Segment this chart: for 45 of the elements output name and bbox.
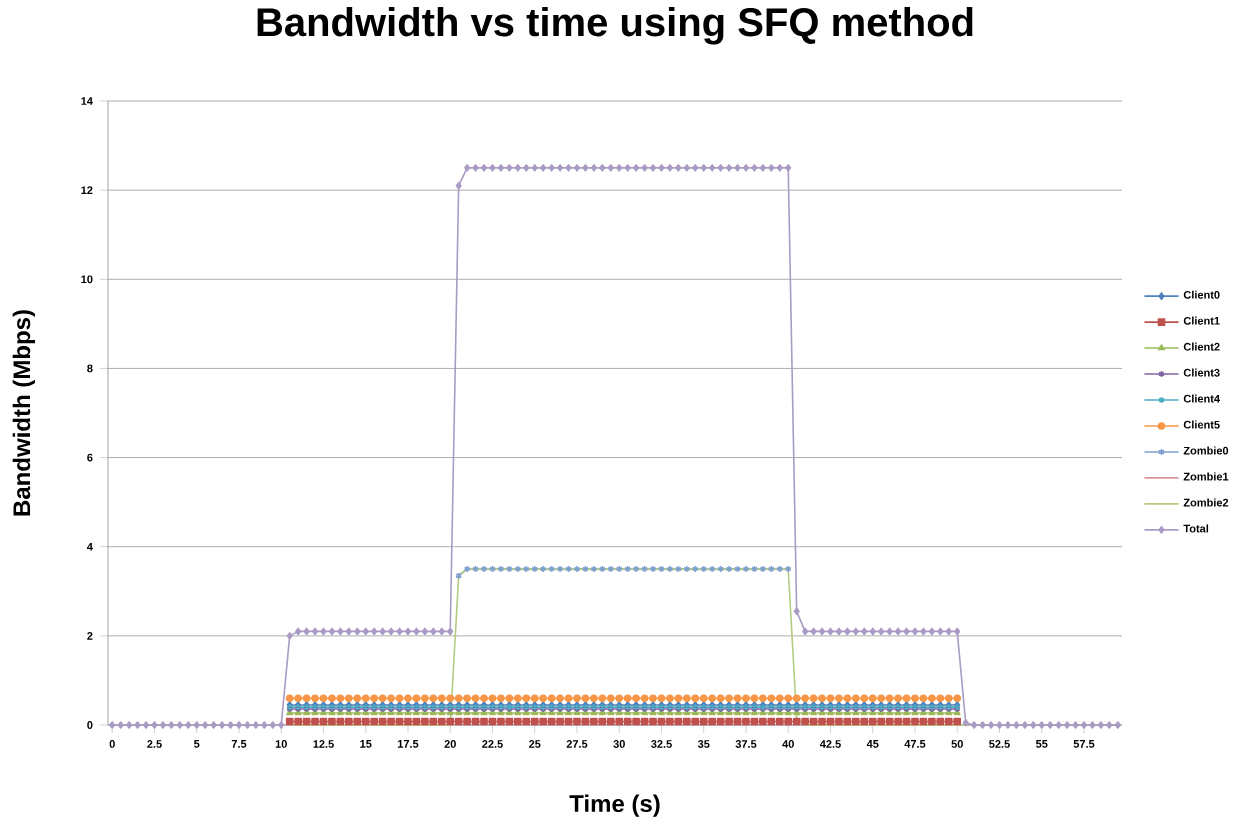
x-axis-title: Time (s) [569,794,660,817]
x-tick-label: 30 [613,740,625,748]
x-tick-label: 55 [1035,740,1048,748]
legend-label: Client0 [1183,290,1220,299]
x-tick-label: 25 [528,740,541,748]
y-tick-label: 8 [87,364,93,373]
x-tick-label: 45 [866,740,879,748]
x-tick-label: 50 [951,740,963,748]
x-tick-label: 37.5 [735,740,757,748]
x-tick-label: 27.5 [566,740,588,748]
y-tick-label: 14 [81,97,93,105]
y-tick-label: 10 [81,275,93,284]
legend-label: Total [1183,524,1209,533]
y-tick-label: 6 [87,453,93,462]
y-tick-label: 4 [86,542,93,551]
y-axis-title: Bandwidth (Mbps) [12,310,36,516]
x-tick-label: 2.5 [147,740,162,748]
legend-label: Client3 [1183,368,1220,377]
x-tick-label: 12.5 [313,740,334,748]
x-tick-label: 35 [697,740,710,748]
chart-title: Bandwidth vs time using SFQ method [257,7,973,45]
legend-label: Client2 [1183,342,1220,351]
legend-label: Zombie0 [1183,446,1229,455]
x-tick-label: 10 [275,740,287,748]
x-tick-label: 47.5 [904,740,926,748]
legend-label: Zombie1 [1183,472,1229,481]
x-tick-label: 57.5 [1073,740,1095,748]
legend-label: Client4 [1183,394,1220,403]
y-tick-label: 2 [87,632,93,640]
x-tick-label: 0 [109,740,115,748]
x-tick-label: 17.5 [397,740,419,748]
legend-label: Zombie2 [1183,498,1229,507]
x-tick-label: 7.5 [231,740,247,748]
x-tick-label: 15 [360,740,372,748]
x-tick-label: 22.5 [482,740,503,748]
x-tick-label: 32.5 [651,740,672,748]
x-tick-label: 5 [194,740,200,748]
x-tick-label: 52.5 [989,740,1010,748]
x-tick-label: 42.5 [819,740,841,748]
x-tick-label: 40 [782,740,794,748]
legend-label: Client1 [1183,316,1220,325]
x-tick-label: 20 [444,740,456,748]
y-tick-label: 0 [87,721,93,729]
y-tick-label: 12 [81,186,93,194]
legend-label: Client5 [1183,420,1220,429]
